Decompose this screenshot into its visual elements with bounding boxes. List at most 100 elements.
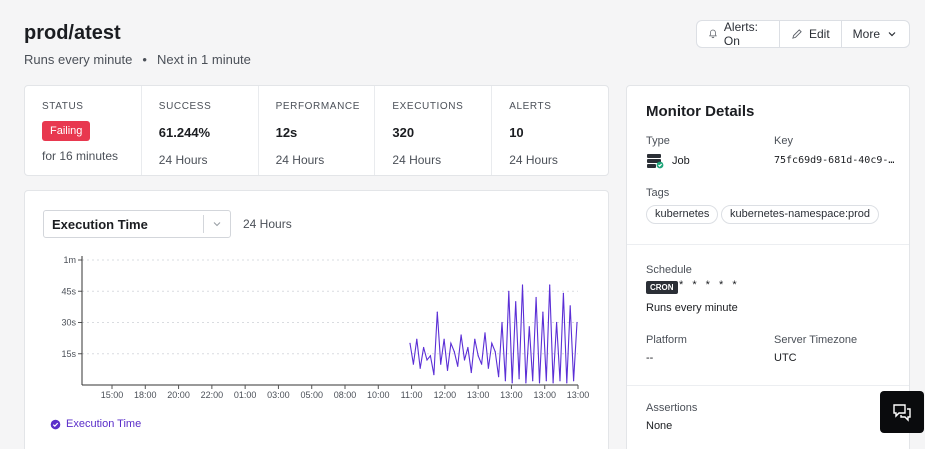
chat-button[interactable] [880,391,924,433]
check-circle-icon [50,419,61,429]
y-tick-label: 1m [63,255,76,265]
data-point [566,382,568,384]
details-title: Monitor Details [646,103,755,120]
more-menu-button[interactable]: More [842,21,909,47]
key-value[interactable]: 75fc69d9-681d-40c9-… [774,155,895,166]
x-tick-label: 13:00 [567,390,590,400]
data-point [429,355,431,357]
stat-value: 12s [275,125,298,140]
data-point [474,338,476,340]
stat-sub: for 16 minutes [42,149,119,163]
y-tick-label: 15s [61,349,76,359]
data-point [481,363,483,365]
header-subtitle: Runs every minute • Next in 1 minute [24,52,251,67]
schedule-description: Runs every minute [646,302,738,314]
alerts-toggle-button[interactable]: Alerts: On [697,21,780,47]
assertions-label: Assertions [646,402,698,414]
stat-sub: 24 Hours [275,153,325,167]
data-point [477,355,479,357]
job-icon [647,154,664,169]
timezone-value: UTC [774,352,797,364]
cron-badge: CRON [646,281,678,294]
status-badge: Failing [42,121,91,141]
data-point [545,380,547,382]
data-point [569,305,571,307]
type-value-row: Job [646,153,690,169]
data-point [556,321,558,324]
x-tick-label: 10:00 [367,390,390,400]
data-point [419,367,421,369]
data-point [508,290,510,292]
chevron-down-icon [888,32,896,37]
tag-chip[interactable]: kubernetes-namespace:prod [721,205,880,224]
stat-success: SUCCESS 61.244% 24 Hours [142,86,259,175]
data-point [409,342,411,344]
separator-dot: • [142,52,147,67]
data-point [494,351,496,353]
bell-icon [709,29,717,39]
key-label: Key [774,135,793,147]
monitor-toolbar: Alerts: On Edit More [696,20,910,48]
x-tick-label: 13:00 [500,390,523,400]
data-point [484,332,486,334]
data-point [457,365,459,367]
data-point [542,311,544,313]
platform-label: Platform [646,334,687,346]
stat-status: STATUS Failing for 16 minutes [25,86,142,175]
stat-label: EXECUTIONS [392,101,464,112]
stat-label: ALERTS [509,101,552,112]
platform-value: -- [646,352,654,364]
data-point [535,296,537,299]
more-label: More [852,27,880,41]
data-point [446,369,449,371]
data-point [467,346,469,349]
tag-chip[interactable]: kubernetes [646,205,719,224]
stat-label: PERFORMANCE [275,101,360,112]
data-point [528,326,530,328]
data-point [501,321,503,324]
data-point [453,351,455,353]
stat-alerts: ALERTS 10 24 Hours [492,86,608,175]
edit-button[interactable]: Edit [780,21,842,47]
metric-select-value: Execution Time [52,216,148,232]
stats-card: STATUS Failing for 16 minutes SUCCESS 61… [24,85,609,176]
monitor-details-panel: Monitor Details Type Job Key 75fc69d9-68… [626,85,910,449]
data-point [521,284,524,286]
chat-icon [893,404,911,422]
x-tick-label: 05:00 [300,390,323,400]
data-point [412,363,414,365]
series-line-execution-time [409,284,578,383]
x-tick-label: 03:00 [267,390,290,400]
stat-sub: 24 Hours [392,153,442,167]
page-title: prod/atest [24,22,121,44]
cron-expression: * * * * * [679,279,740,291]
execution-time-chart: 15s 30s 45s 1m 15:00 18:00 20:00 22:00 01:00 03:0… [61,255,590,400]
x-tick-label: 18:00 [134,390,157,400]
data-point [515,301,517,303]
stat-label: SUCCESS [158,101,212,112]
data-point [463,359,466,361]
schedule-text: Runs every minute [24,52,133,67]
legend-label: Execution Time [66,418,142,430]
section-divider [627,244,909,245]
y-tick-label: 30s [61,318,76,328]
chart-legend-item[interactable]: Execution Time [50,418,141,430]
assertions-value: None [646,420,673,432]
stat-value: 61.244% [158,125,211,140]
data-point [498,376,500,378]
stat-value: 10 [509,125,524,140]
x-tick-label: 01:00 [234,390,257,400]
metric-select[interactable]: Execution Time [43,210,231,238]
x-tick-label: 12:00 [434,390,457,400]
data-point [443,338,445,340]
data-point [460,334,462,336]
timezone-label: Server Timezone [774,334,858,346]
data-point [423,346,425,349]
execution-chart-card: Execution Time 24 Hours 15s 30s 45s 1m 15:00… [24,190,609,449]
data-point [491,342,493,344]
stat-value: 320 [392,125,415,140]
stat-sub: 24 Hours [158,153,208,167]
edit-label: Edit [808,27,830,41]
type-value: Job [672,155,690,167]
x-tick-label: 13:00 [467,390,490,400]
